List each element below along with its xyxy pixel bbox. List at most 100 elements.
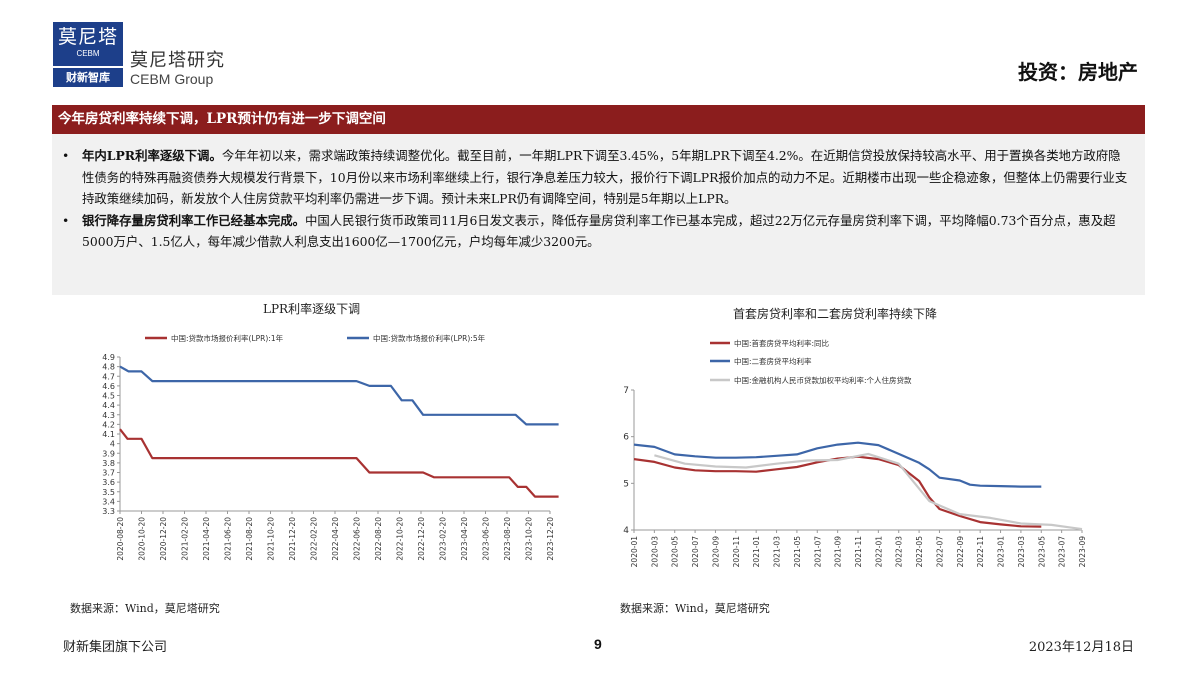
x-tick-label: 2020-07: [691, 536, 700, 568]
x-tick-label: 2023-10-20: [525, 517, 534, 561]
x-tick-label: 2023-02-20: [439, 517, 448, 561]
x-tick-label: 2022-06-20: [353, 517, 362, 561]
y-tick-label: 4.3: [102, 411, 115, 420]
logo-en-text: CEBM: [76, 49, 100, 58]
x-tick-label: 2020-01: [630, 536, 639, 568]
x-tick-label: 2020-09: [711, 536, 720, 568]
x-tick-label: 2023-01: [997, 536, 1006, 568]
chart1-source: 数据来源：Wind，莫尼塔研究: [70, 602, 220, 615]
x-tick-label: 2021-06-20: [224, 517, 233, 561]
series-line: [119, 428, 559, 498]
chart1-title: LPR利率逐级下调: [263, 302, 361, 316]
x-tick-label: 2022-04-20: [331, 517, 340, 561]
x-tick-label: 2021-10-20: [267, 517, 276, 561]
bullet-item: • 银行降存量房贷利率工作已经基本完成。中国人民银行货币政策司11月6日发文表示，…: [62, 210, 1132, 253]
bullet-text: 今年年初以来，需求端政策持续调整优化。截至目前，一年期LPR下调至3.45%，5…: [82, 148, 1128, 206]
x-tick-label: 2023-09: [1078, 536, 1087, 568]
brand-name-cn: 莫尼塔研究: [130, 50, 225, 71]
x-tick-label: 2022-12-20: [417, 517, 426, 561]
x-tick-label: 2023-07: [1058, 536, 1067, 568]
brand-name-en: CEBM Group: [130, 71, 214, 87]
x-tick-label: 2022-02-20: [310, 517, 319, 561]
section-title: 今年房贷利率持续下调，LPR预计仍有进一步下调空间: [52, 105, 1145, 134]
x-tick-label: 2021-04-20: [202, 517, 211, 561]
footer-company: 财新集团旗下公司: [63, 640, 168, 655]
y-tick-label: 6: [623, 433, 629, 443]
y-tick-label: 4.4: [102, 401, 115, 410]
x-tick-label: 2020-08-20: [116, 517, 125, 561]
x-tick-label: 2022-03: [895, 536, 904, 568]
x-tick-label: 2020-11: [732, 536, 741, 568]
x-tick-label: 2023-06-20: [482, 517, 491, 561]
x-tick-label: 2021-05: [793, 536, 802, 568]
x-tick-label: 2022-10-20: [396, 517, 405, 561]
footer-date: 2023年12月18日: [1028, 640, 1134, 655]
x-tick-label: 2021-12-20: [288, 517, 297, 561]
logo-bottom-text: 财新智库: [53, 68, 123, 87]
bullet-marker: •: [62, 148, 70, 163]
x-tick-label: 2023-04-20: [460, 517, 469, 561]
y-tick-label: 5: [623, 479, 629, 489]
legend-label: 中国:二套房贷平均利率: [734, 356, 812, 366]
y-tick-label: 3.3: [102, 507, 115, 516]
y-tick-label: 4.8: [102, 363, 115, 372]
x-tick-label: 2023-03: [1017, 536, 1026, 568]
y-tick-label: 4: [623, 526, 629, 536]
x-tick-label: 2023-05: [1037, 536, 1046, 568]
x-tick-label: 2021-02-20: [181, 517, 190, 561]
x-tick-label: 2023-08-20: [503, 517, 512, 561]
summary-box: [52, 134, 1145, 295]
x-tick-label: 2022-05: [915, 536, 924, 568]
y-tick-label: 3.6: [102, 478, 115, 487]
y-tick-label: 4.6: [102, 382, 115, 391]
x-tick-label: 2022-07: [935, 536, 944, 568]
x-tick-label: 2020-10-20: [138, 517, 147, 561]
chart2-source: 数据来源：Wind，莫尼塔研究: [620, 602, 770, 615]
logo-cn-text: 莫尼塔: [57, 26, 118, 48]
bullet-item: • 年内LPR利率逐级下调。今年年初以来，需求端政策持续调整优化。截至目前，一年期…: [62, 145, 1132, 210]
legend-label: 中国:贷款市场报价利率(LPR):1年: [171, 333, 284, 343]
y-tick-label: 4.5: [102, 392, 115, 401]
y-tick-label: 3.7: [102, 469, 115, 478]
bullet-marker: •: [62, 212, 70, 228]
y-tick-label: 3.9: [102, 449, 115, 458]
legend-label: 中国:首套房贷平均利率:同比: [734, 338, 830, 348]
x-tick-label: 2022-08-20: [374, 517, 383, 561]
x-tick-label: 2021-11: [854, 536, 863, 568]
bullet-text: 中国人民银行货币政策司11月6日发文表示，降低存量房贷利率工作已基本完成，超过2…: [82, 212, 1116, 250]
summary-bullets: • 年内LPR利率逐级下调。今年年初以来，需求端政策持续调整优化。截至目前，一年期…: [62, 145, 1132, 253]
y-tick-label: 3.5: [102, 488, 115, 497]
x-tick-label: 2021-08-20: [245, 517, 254, 561]
legend-label: 中国:金融机构人民币贷款加权平均利率:个人住房贷款: [734, 375, 912, 385]
logo-badge: 莫尼塔 CEBM: [53, 22, 123, 66]
x-tick-label: 2020-05: [671, 536, 680, 568]
y-tick-label: 7: [623, 386, 629, 396]
x-tick-label: 2022-09: [956, 536, 965, 568]
page-number: 9: [594, 636, 602, 652]
x-tick-label: 2022-01: [874, 536, 883, 568]
y-tick-label: 3.4: [102, 497, 115, 506]
x-tick-label: 2022-11: [976, 536, 985, 568]
legend-label: 中国:贷款市场报价利率(LPR):5年: [373, 333, 486, 343]
y-tick-label: 4.7: [102, 372, 115, 381]
bullet-lead: 银行降存量房贷利率工作已经基本完成。: [82, 212, 306, 228]
chart2-title: 首套房贷利率和二套房贷利率持续下降: [733, 307, 938, 321]
brand-logo: 莫尼塔 CEBM 财新智库: [53, 22, 123, 88]
x-tick-label: 2023-12-20: [546, 517, 555, 561]
y-tick-label: 3.8: [102, 459, 115, 468]
y-tick-label: 4.9: [102, 353, 115, 362]
y-tick-label: 4.2: [102, 420, 115, 429]
y-tick-label: 4: [110, 440, 115, 449]
x-tick-label: 2020-03: [650, 536, 659, 568]
bullet-lead: 年内LPR利率逐级下调。: [82, 148, 222, 163]
x-tick-label: 2021-09: [834, 536, 843, 568]
y-tick-label: 4.1: [102, 430, 115, 439]
series-line: [654, 452, 1083, 531]
report-category: 投资：房地产: [1018, 60, 1138, 84]
series-line: [633, 441, 1042, 488]
x-tick-label: 2021-07: [813, 536, 822, 568]
x-tick-label: 2021-03: [773, 536, 782, 568]
series-line: [119, 365, 559, 426]
x-tick-label: 2020-12-20: [159, 517, 168, 561]
